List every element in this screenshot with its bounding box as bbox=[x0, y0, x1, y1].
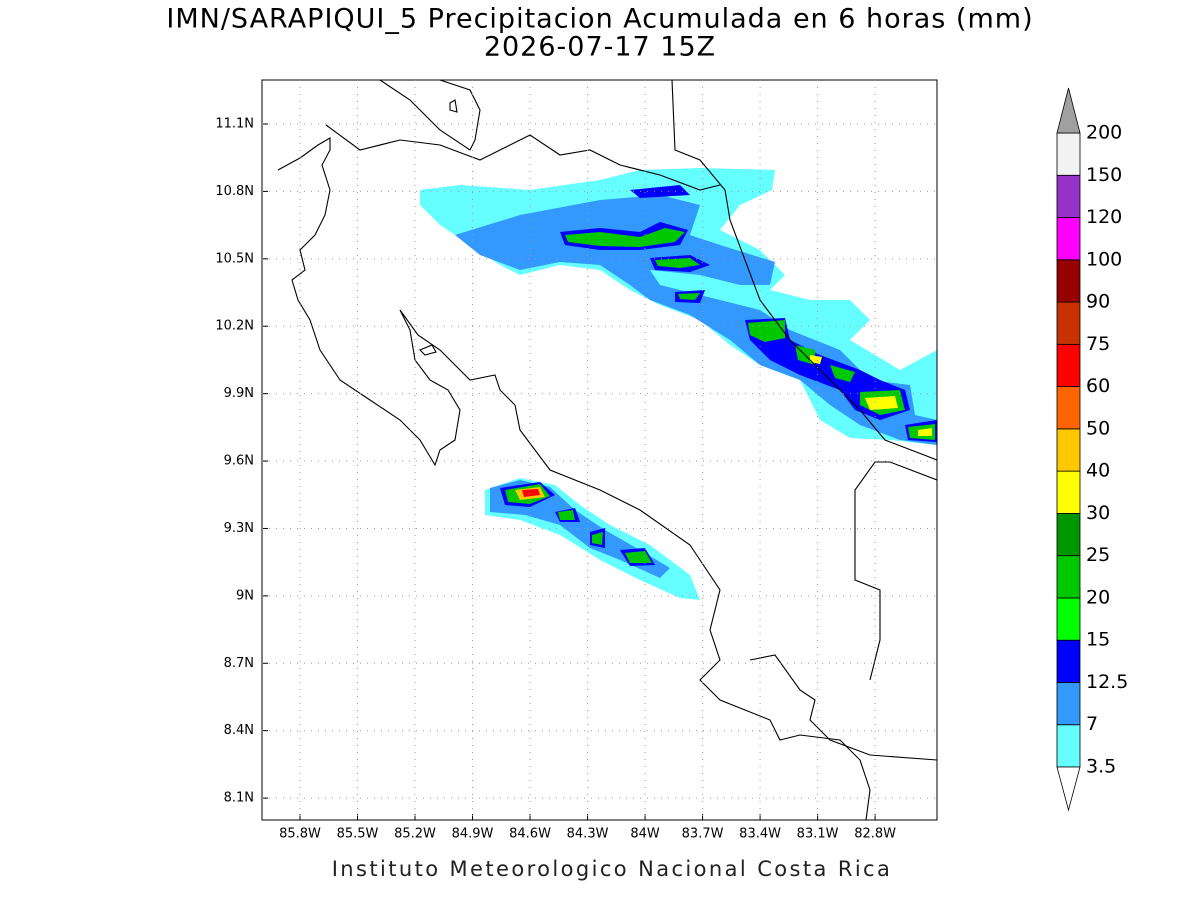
lon-label: 84W bbox=[630, 827, 660, 842]
colorbar-label: 3.5 bbox=[1086, 756, 1116, 778]
lat-label: 10.8N bbox=[215, 184, 254, 199]
lon-label: 83.7W bbox=[682, 827, 724, 842]
subtitle: 2026-07-17 15Z bbox=[484, 32, 716, 63]
colorbar-segment bbox=[1056, 343, 1081, 388]
lat-label: 10.2N bbox=[215, 319, 254, 334]
lon-label: 85.5W bbox=[337, 827, 379, 842]
lon-label: 85.8W bbox=[279, 827, 321, 842]
lon-label: 83.4W bbox=[739, 827, 781, 842]
lat-label: 8.4N bbox=[224, 723, 254, 738]
colorbar-label: 90 bbox=[1086, 291, 1110, 313]
colorbar-segment bbox=[1056, 217, 1081, 261]
lon-label: 83.1W bbox=[797, 827, 839, 842]
colorbar-segment bbox=[1056, 555, 1081, 599]
colorbar-segment bbox=[1056, 259, 1081, 303]
colorbar-label: 7 bbox=[1086, 713, 1098, 735]
lon-label: 84.3W bbox=[567, 827, 609, 842]
colorbar-above bbox=[1056, 87, 1081, 134]
colorbar-label: 75 bbox=[1086, 333, 1110, 355]
colorbar-segment bbox=[1056, 174, 1081, 218]
colorbar-segment bbox=[1056, 513, 1081, 557]
colorbar-label: 30 bbox=[1086, 502, 1110, 524]
lon-label: 84.9W bbox=[452, 827, 494, 842]
colorbar-label: 100 bbox=[1086, 248, 1122, 270]
colorbar-label: 25 bbox=[1086, 544, 1110, 566]
precipitation bbox=[420, 168, 937, 600]
colorbar-segment bbox=[1056, 470, 1081, 514]
colorbar-segment bbox=[1056, 386, 1081, 430]
lat-label: 9N bbox=[236, 588, 254, 603]
lat-label: 8.7N bbox=[224, 656, 254, 671]
map-frame bbox=[261, 79, 938, 821]
colorbar-label: 200 bbox=[1086, 122, 1122, 144]
colorbar-segment bbox=[1056, 301, 1081, 345]
lat-label: 9.6N bbox=[224, 454, 254, 469]
lat-label: 9.3N bbox=[224, 521, 254, 536]
colorbar-label: 150 bbox=[1086, 164, 1122, 186]
colorbar-label: 40 bbox=[1086, 460, 1110, 482]
lon-label: 85.2W bbox=[394, 827, 436, 842]
colorbar-segment bbox=[1056, 724, 1081, 768]
lon-label: 82.8W bbox=[854, 827, 896, 842]
colorbar-segment bbox=[1056, 682, 1081, 726]
colorbar-label: 15 bbox=[1086, 629, 1110, 651]
lat-label: 11.1N bbox=[215, 117, 254, 132]
lat-label: 9.9N bbox=[224, 386, 254, 401]
coastlines bbox=[277, 80, 937, 820]
colorbar-segment bbox=[1056, 428, 1081, 472]
title: IMN/SARAPIQUI_5 Precipitacion Acumulada … bbox=[166, 4, 1033, 35]
colorbar-label: 20 bbox=[1086, 586, 1110, 608]
colorbar-label: 60 bbox=[1086, 375, 1110, 397]
colorbar-label: 50 bbox=[1086, 417, 1110, 439]
colorbar-label: 120 bbox=[1086, 206, 1122, 228]
lat-label: 10.5N bbox=[215, 251, 254, 266]
colorbar-segment bbox=[1056, 639, 1081, 683]
colorbar-segment bbox=[1056, 597, 1081, 641]
colorbar-label: 12.5 bbox=[1086, 671, 1128, 693]
lon-label: 84.6W bbox=[509, 827, 551, 842]
colorbar-segment bbox=[1056, 132, 1081, 176]
colorbar-below bbox=[1056, 766, 1081, 812]
lat-label: 8.1N bbox=[224, 791, 254, 806]
footer: Instituto Meteorologico Nacional Costa R… bbox=[332, 857, 893, 881]
